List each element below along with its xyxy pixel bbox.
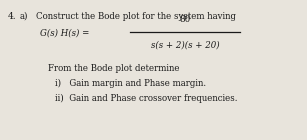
- Text: 80: 80: [179, 15, 191, 24]
- Text: s(s + 2)(s + 20): s(s + 2)(s + 20): [151, 41, 219, 50]
- Text: a): a): [20, 12, 29, 21]
- Text: G(s) H(s) =: G(s) H(s) =: [40, 29, 89, 38]
- Text: Construct the Bode plot for the system having: Construct the Bode plot for the system h…: [36, 12, 236, 21]
- Text: From the Bode plot determine: From the Bode plot determine: [48, 64, 180, 73]
- Text: i)   Gain margin and Phase margin.: i) Gain margin and Phase margin.: [55, 79, 206, 88]
- Text: ii)  Gain and Phase crossover frequencies.: ii) Gain and Phase crossover frequencies…: [55, 94, 238, 103]
- Text: 4.: 4.: [8, 12, 17, 21]
